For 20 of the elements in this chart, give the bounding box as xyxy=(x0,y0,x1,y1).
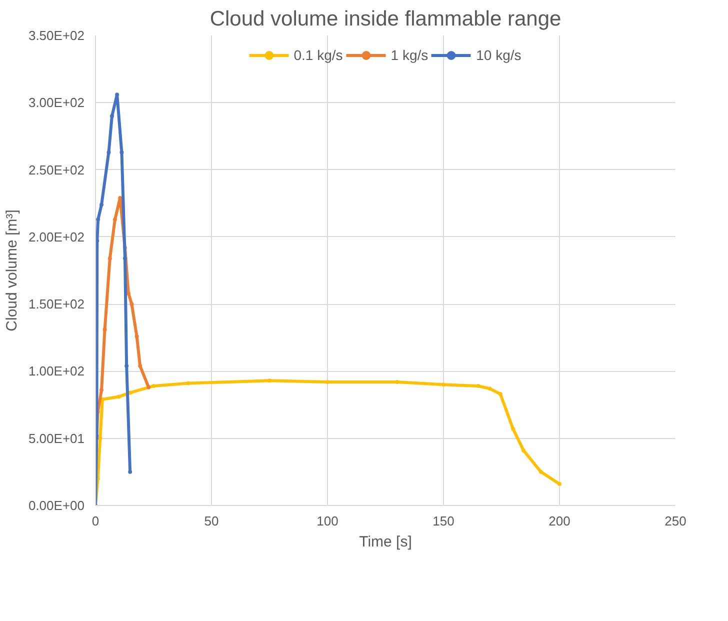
x-tick-label: 250 xyxy=(664,514,686,528)
x-tick-label: 150 xyxy=(432,514,454,528)
y-tick-label: 2.00E+02 xyxy=(28,229,85,244)
y-tick-label: 3.00E+02 xyxy=(28,95,85,110)
y-tick-label: 2.50E+02 xyxy=(28,162,85,178)
y-tick-label: 3.50E+02 xyxy=(28,28,85,43)
x-tick-label: 50 xyxy=(204,514,219,528)
legend-label: 10 kg/s xyxy=(476,47,522,63)
chart-title: Cloud volume inside flammable range xyxy=(210,8,562,30)
x-axis-title: Time [s] xyxy=(359,534,412,550)
x-tick-label: 0 xyxy=(92,514,100,528)
y-axis-title: Cloud volume [m³] xyxy=(3,210,20,332)
x-tick-label: 100 xyxy=(316,514,338,528)
x-tick-label: 200 xyxy=(548,514,570,528)
y-tick-label: 1.00E+02 xyxy=(28,364,85,379)
y-tick-label: 1.50E+02 xyxy=(28,296,85,312)
y-tick-label: 0.00E+00 xyxy=(28,498,85,513)
legend-label: 1 kg/s xyxy=(390,47,428,63)
legend-label: 0.1 kg/s xyxy=(294,47,343,63)
y-tick-label: 5.00E+01 xyxy=(28,430,85,446)
